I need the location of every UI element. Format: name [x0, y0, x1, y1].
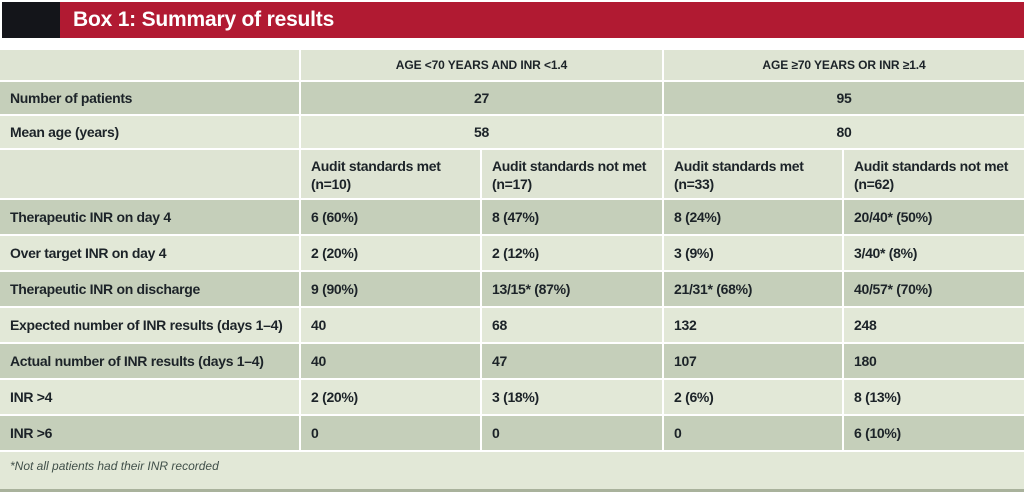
- row-label: Therapeutic INR on discharge: [0, 270, 300, 307]
- column-header-line2: (n=17): [492, 176, 532, 193]
- cell-value: 2 (6%): [662, 378, 843, 415]
- cell-value: 68: [480, 306, 663, 343]
- cell-value: 80: [661, 114, 1024, 149]
- cell-value: 6 (60%): [299, 198, 481, 235]
- table-row-inr-gt6: INR >6 0 0 0 6 (10%): [0, 414, 1024, 451]
- cell-value: 132: [662, 306, 843, 343]
- group-header-left: AGE <70 YEARS AND INR <1.4: [299, 48, 663, 81]
- table-row-over-target-inr-day4: Over target INR on day 4 2 (20%) 2 (12%)…: [0, 234, 1024, 271]
- column-header-line2: (n=10): [311, 176, 351, 193]
- column-header-line1: Audit standards met: [311, 158, 441, 174]
- cell-value: 0: [662, 414, 843, 451]
- title-accent-box: [2, 2, 60, 38]
- group-header-right: AGE ≥70 YEARS OR INR ≥1.4: [661, 48, 1024, 81]
- cell-value: 0: [480, 414, 663, 451]
- cell-value: 6 (10%): [841, 414, 1024, 451]
- cell-value: 2 (20%): [299, 378, 481, 415]
- cell-value: 40: [299, 306, 481, 343]
- column-header-row: Audit standards met (n=10) Audit standar…: [0, 148, 1024, 199]
- table-row-expected-inr-results: Expected number of INR results (days 1–4…: [0, 306, 1024, 343]
- row-label: Therapeutic INR on day 4: [0, 198, 300, 235]
- cell-value: 8 (13%): [841, 378, 1024, 415]
- summary-table: AGE <70 YEARS AND INR <1.4 AGE ≥70 YEARS…: [0, 48, 1024, 491]
- cell-value: 2 (12%): [480, 234, 663, 271]
- row-label: Number of patients: [0, 80, 300, 115]
- row-label: INR >6: [0, 414, 300, 451]
- table-row-therapeutic-inr-day4: Therapeutic INR on day 4 6 (60%) 8 (47%)…: [0, 198, 1024, 235]
- column-header-line1: Audit standards not met: [492, 158, 647, 174]
- column-header: Audit standards met (n=33): [662, 148, 843, 199]
- cell-value: 40/57* (70%): [841, 270, 1024, 307]
- table-row-therapeutic-inr-discharge: Therapeutic INR on discharge 9 (90%) 13/…: [0, 270, 1024, 307]
- column-header: Audit standards not met (n=17): [480, 148, 663, 199]
- cell-value: 9 (90%): [299, 270, 481, 307]
- row-label: Over target INR on day 4: [0, 234, 300, 271]
- group-header-spacer: [0, 48, 300, 81]
- footnote: *Not all patients had their INR recorded: [0, 450, 1024, 491]
- column-header: Audit standards met (n=10): [299, 148, 481, 199]
- bottom-border-line: [0, 489, 1024, 492]
- cell-value: 8 (24%): [662, 198, 843, 235]
- table-row-inr-gt4: INR >4 2 (20%) 3 (18%) 2 (6%) 8 (13%): [0, 378, 1024, 415]
- cell-value: 21/31* (68%): [662, 270, 843, 307]
- row-label: Expected number of INR results (days 1–4…: [0, 306, 300, 343]
- column-header-line1: Audit standards met: [674, 158, 804, 174]
- cell-value: 248: [841, 306, 1024, 343]
- cell-value: 3 (9%): [662, 234, 843, 271]
- page-title: Box 1: Summary of results: [73, 8, 335, 31]
- table-row-number-of-patients: Number of patients 27 95: [0, 80, 1024, 115]
- footnote-row: *Not all patients had their INR recorded: [0, 450, 1024, 491]
- cell-value: 13/15* (87%): [480, 270, 663, 307]
- cell-value: 27: [299, 80, 663, 115]
- cell-value: 107: [662, 342, 843, 379]
- row-label: Mean age (years): [0, 114, 300, 149]
- row-label: INR >4: [0, 378, 300, 415]
- cell-value: 0: [299, 414, 481, 451]
- cell-value: 58: [299, 114, 663, 149]
- cell-value: 40: [299, 342, 481, 379]
- column-header-line2: (n=33): [674, 176, 714, 193]
- title-bar: Box 1: Summary of results: [2, 2, 1024, 38]
- column-header-line2: (n=62): [854, 176, 894, 193]
- cell-value: 47: [480, 342, 663, 379]
- title-red-bar: Box 1: Summary of results: [60, 2, 1024, 38]
- cell-value: 2 (20%): [299, 234, 481, 271]
- table-row-mean-age: Mean age (years) 58 80: [0, 114, 1024, 149]
- cell-value: 3 (18%): [480, 378, 663, 415]
- column-header: Audit standards not met (n=62): [841, 148, 1024, 199]
- column-header-line1: Audit standards not met: [854, 158, 1009, 174]
- column-header-spacer: [0, 148, 300, 199]
- row-label: Actual number of INR results (days 1–4): [0, 342, 300, 379]
- cell-value: 3/40* (8%): [841, 234, 1024, 271]
- table-row-actual-inr-results: Actual number of INR results (days 1–4) …: [0, 342, 1024, 379]
- cell-value: 20/40* (50%): [841, 198, 1024, 235]
- cell-value: 180: [841, 342, 1024, 379]
- group-header-row: AGE <70 YEARS AND INR <1.4 AGE ≥70 YEARS…: [0, 48, 1024, 81]
- cell-value: 95: [661, 80, 1024, 115]
- cell-value: 8 (47%): [480, 198, 663, 235]
